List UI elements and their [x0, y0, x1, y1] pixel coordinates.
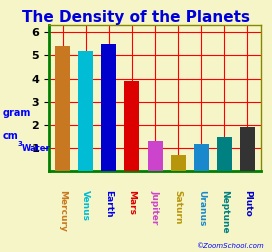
- Text: The Density of the Planets: The Density of the Planets: [22, 10, 250, 25]
- Bar: [78, 51, 93, 171]
- Text: Venus: Venus: [81, 190, 90, 221]
- Text: Saturn: Saturn: [174, 190, 183, 225]
- Bar: [171, 155, 186, 171]
- Text: cm: cm: [3, 131, 18, 141]
- Bar: [55, 46, 70, 171]
- Text: Pluto: Pluto: [243, 190, 252, 217]
- Text: ©ZoomSchool.com: ©ZoomSchool.com: [196, 243, 264, 249]
- Text: Mercury: Mercury: [58, 190, 67, 232]
- Text: Neptune: Neptune: [220, 190, 229, 234]
- Text: Water: Water: [21, 144, 50, 153]
- Bar: [194, 144, 209, 171]
- Bar: [125, 81, 140, 171]
- Text: Mars: Mars: [128, 190, 137, 215]
- Bar: [217, 137, 232, 171]
- Text: Uranus: Uranus: [197, 190, 206, 227]
- Bar: [240, 127, 255, 171]
- Bar: [101, 44, 116, 171]
- Bar: [147, 141, 163, 171]
- Text: Jupiter: Jupiter: [150, 190, 160, 225]
- Text: 3: 3: [18, 141, 23, 147]
- Text: Earth: Earth: [104, 190, 113, 218]
- Text: gram: gram: [3, 108, 31, 118]
